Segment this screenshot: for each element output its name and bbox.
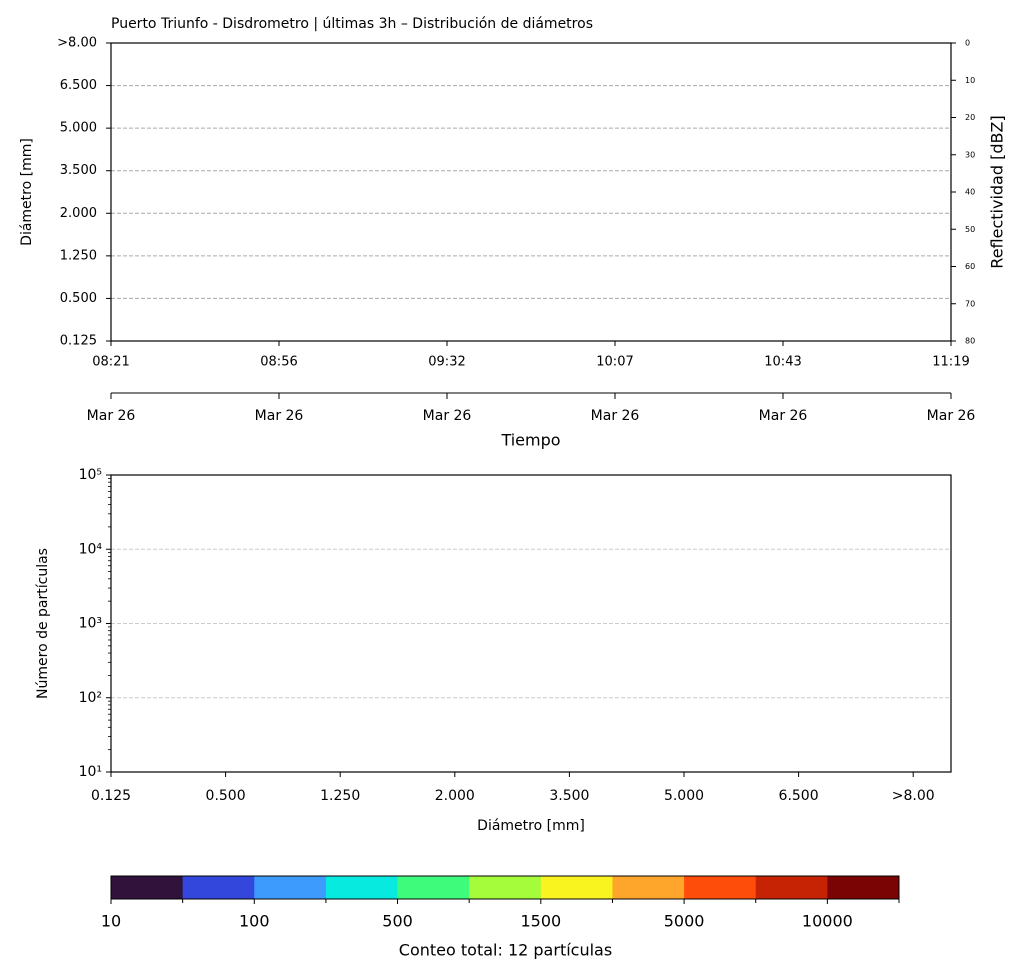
- x-tick-label: 10:07: [596, 355, 633, 370]
- y-tick-label: 10⁵: [79, 467, 102, 483]
- colorbar-tick-label: 10000: [802, 912, 853, 931]
- x-tick-label: 0.125: [91, 788, 131, 804]
- x-axis-label: Tiempo: [500, 431, 560, 450]
- y2-tick-label: 80: [965, 337, 975, 346]
- y2-tick-label: 70: [965, 299, 975, 308]
- x2-tick-label: Mar 26: [87, 408, 136, 424]
- colorbar-label: Conteo total: 12 partículas: [399, 941, 612, 960]
- colorbar-segment: [684, 876, 757, 899]
- y-tick-label: 6.500: [60, 78, 97, 93]
- colorbar-segment: [755, 876, 828, 899]
- y-tick-label: 3.500: [60, 163, 97, 178]
- x-tick-label: 08:21: [92, 355, 129, 370]
- x-tick-label: 11:19: [932, 355, 969, 370]
- x2-tick-label: Mar 26: [759, 408, 808, 424]
- colorbar-segment: [612, 876, 685, 899]
- x2-tick-label: Mar 26: [591, 408, 640, 424]
- colorbar-tick-label: 5000: [664, 912, 705, 931]
- plot-frame: [110, 474, 952, 773]
- y-axis-label: Diámetro [mm]: [19, 138, 35, 246]
- y-tick-label: 10⁴: [79, 541, 103, 557]
- colorbar-tick-label: 500: [382, 912, 413, 931]
- x-tick-label: 08:56: [260, 355, 297, 370]
- x-tick-label: >8.00: [892, 788, 935, 804]
- x-tick-label: 09:32: [428, 355, 465, 370]
- x-tick-label: 2.000: [435, 788, 475, 804]
- y-tick-label: 10³: [79, 616, 102, 632]
- x-tick-label: 6.500: [779, 788, 819, 804]
- x2-tick-label: Mar 26: [927, 408, 976, 424]
- colorbar-segment: [182, 876, 255, 899]
- colorbar-tick-label: 100: [239, 912, 270, 931]
- x-tick-label: 3.500: [549, 788, 589, 804]
- y-tick-label: 10¹: [79, 764, 102, 780]
- x-tick-label: 0.500: [206, 788, 246, 804]
- colorbar-segment: [397, 876, 470, 899]
- y2-tick-label: 10: [965, 76, 975, 85]
- y-tick-label: 5.000: [60, 121, 97, 136]
- chart-title: Puerto Triunfo - Disdrometro | últimas 3…: [111, 16, 593, 32]
- y-tick-label: >8.00: [57, 36, 97, 51]
- colorbar-segment: [540, 876, 613, 899]
- colorbar-segment: [469, 876, 542, 899]
- y-tick-label: 2.000: [60, 206, 97, 221]
- x-tick-label: 10:43: [764, 355, 801, 370]
- y2-tick-label: 30: [965, 150, 975, 159]
- x2-tick-label: Mar 26: [423, 408, 472, 424]
- y2-tick-label: 0: [965, 39, 970, 48]
- colorbar-tick-label: 10: [101, 912, 121, 931]
- colorbar-frame: [110, 875, 900, 900]
- colorbar-tick-label: 1500: [520, 912, 561, 931]
- y2-tick-label: 50: [965, 225, 975, 234]
- x-tick-label: 1.250: [320, 788, 360, 804]
- y-tick-label: 10²: [79, 690, 102, 706]
- y-axis-label: Número de partículas: [35, 548, 51, 699]
- y-tick-label: 0.500: [60, 291, 97, 306]
- x-axis-label: Diámetro [mm]: [477, 818, 585, 834]
- y2-axis-label: Reflectividad [dBZ]: [988, 115, 1007, 268]
- y2-tick-label: 20: [965, 113, 975, 122]
- x-tick-label: 5.000: [664, 788, 704, 804]
- colorbar-segment: [111, 876, 184, 899]
- colorbar-segment: [254, 876, 327, 899]
- y-tick-label: 1.250: [60, 248, 97, 263]
- y-tick-label: 0.125: [60, 334, 97, 349]
- x2-tick-label: Mar 26: [255, 408, 304, 424]
- y2-tick-label: 40: [965, 188, 975, 197]
- plot-frame: [110, 42, 952, 342]
- y2-tick-label: 60: [965, 262, 975, 271]
- colorbar-segment: [827, 876, 900, 899]
- colorbar-segment: [325, 876, 399, 899]
